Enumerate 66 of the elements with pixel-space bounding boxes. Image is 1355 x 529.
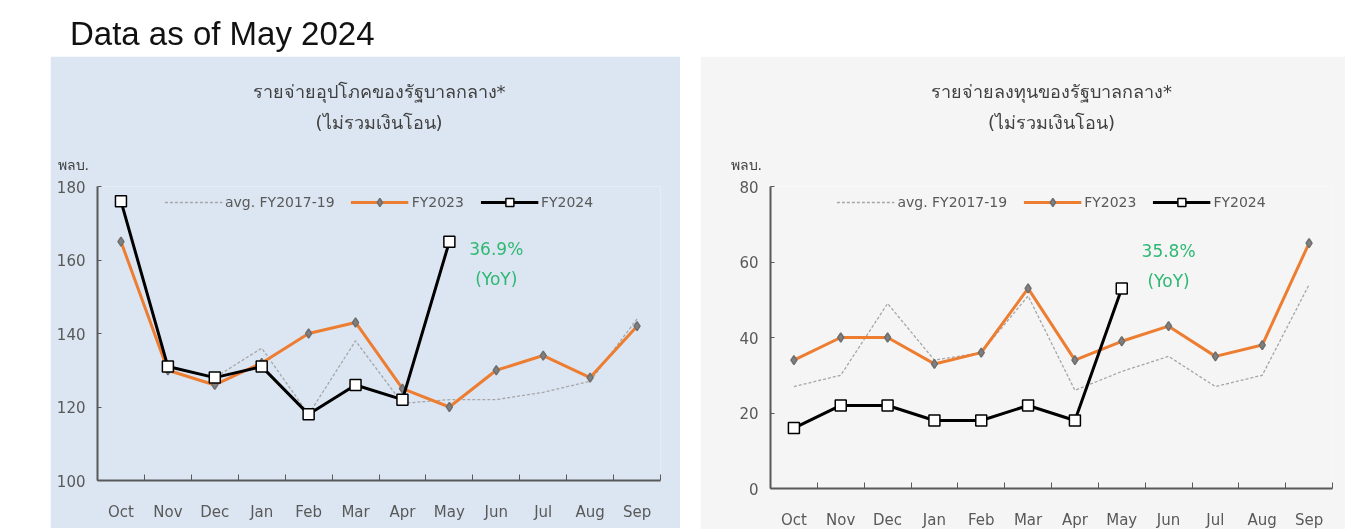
point <box>208 371 222 384</box>
x-tick-label: Sep <box>1294 510 1324 529</box>
y-tick-label: 60 <box>739 254 759 272</box>
y-tick-label: 40 <box>739 329 759 348</box>
x-tick-label: Dec <box>873 510 903 529</box>
y-tick-label: 120 <box>56 399 86 417</box>
y-tick-label: 140 <box>56 325 86 344</box>
point <box>787 421 801 435</box>
chart-title: รายจ่ายลงทุนของรัฐบาลกลาง* <box>931 80 1172 103</box>
point <box>443 235 456 248</box>
y-tick-label: 100 <box>56 472 86 491</box>
x-tick-label: Apr <box>389 502 417 521</box>
x-tick-label: Aug <box>1247 510 1277 529</box>
legend-label: avg. FY2017-19 <box>224 194 335 210</box>
legend-label: avg. FY2017-19 <box>897 194 1008 210</box>
chart-title: รายจ่ายอุปโภคของรัฐบาลกลาง* <box>252 80 506 103</box>
legend-label: FY2023 <box>411 194 464 210</box>
x-tick-label: Nov <box>153 502 183 521</box>
point <box>255 360 268 373</box>
point <box>161 360 175 373</box>
x-tick-label: Feb <box>967 510 995 529</box>
x-tick-label: Oct <box>780 510 807 529</box>
point <box>881 399 894 412</box>
y-axis-title: พลบ. <box>57 156 89 173</box>
x-tick-label: Dec <box>200 502 230 521</box>
x-tick-label: Jan <box>249 502 274 521</box>
x-tick-label: Aug <box>575 502 605 521</box>
text: Data as of May 2024 <box>69 14 375 52</box>
x-tick-label: Apr <box>1061 510 1089 529</box>
point <box>114 194 128 208</box>
x-tick-label: May <box>433 502 465 521</box>
point <box>975 414 988 427</box>
annotation: 36.9% (YoY) <box>469 238 524 289</box>
y-tick-label: 20 <box>739 405 759 423</box>
x-tick-label: Jul <box>533 502 553 521</box>
chart-subtitle: (ไม่รวมเงินโอน) <box>987 111 1116 133</box>
x-tick-label: Mar <box>341 502 371 521</box>
point <box>1115 282 1128 295</box>
point <box>928 414 941 427</box>
x-tick-label: Sep <box>622 502 652 521</box>
x-tick-label: Nov <box>826 510 856 529</box>
x-tick-label: Feb <box>295 502 322 521</box>
y-tick-label: 160 <box>56 252 86 270</box>
y-tick-label: 80 <box>739 178 759 197</box>
point <box>1068 414 1082 427</box>
legend-label: FY2023 <box>1084 194 1137 210</box>
legend-label: FY2024 <box>1213 194 1266 210</box>
annotation: 35.8% (YoY) <box>1141 241 1196 292</box>
chart-subtitle: (ไม่รวมเงินโอน) <box>315 111 443 133</box>
legend-label: FY2024 <box>540 194 594 210</box>
x-tick-label: May <box>1106 510 1138 529</box>
x-tick-label: Jan <box>921 510 946 529</box>
x-tick-label: Oct <box>107 502 135 521</box>
point <box>302 408 315 421</box>
y-tick-label: 0 <box>748 480 759 499</box>
x-tick-label: Jun <box>483 502 509 521</box>
x-tick-label: Jul <box>1205 510 1225 529</box>
y-axis-title: พลบ. <box>730 156 762 173</box>
y-tick-label: 180 <box>56 178 86 197</box>
point <box>1021 399 1035 412</box>
x-tick-label: Jun <box>1155 510 1181 529</box>
x-tick-label: Mar <box>1013 510 1044 529</box>
point <box>834 399 847 412</box>
point <box>349 378 362 392</box>
point <box>977 347 985 358</box>
point <box>396 393 409 406</box>
